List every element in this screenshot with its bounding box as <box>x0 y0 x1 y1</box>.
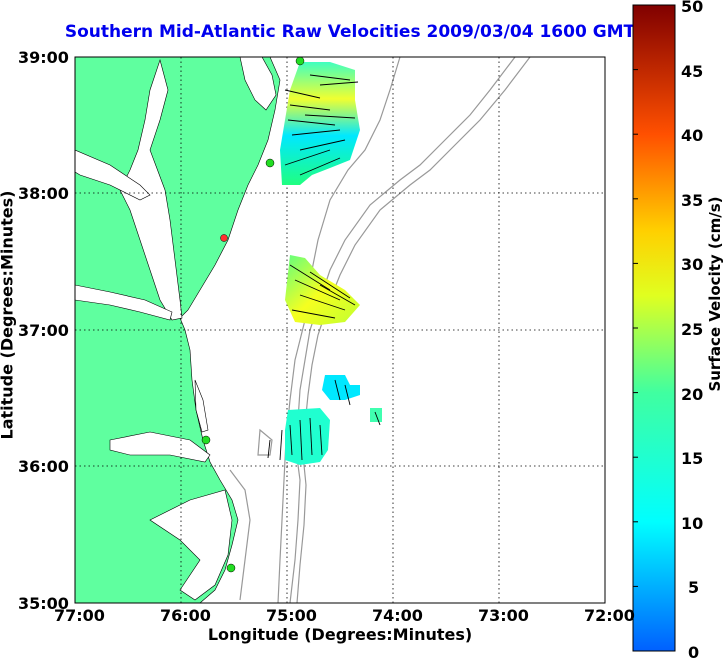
colorbar-ticks <box>633 69 638 587</box>
albemarle-sound <box>109 431 211 463</box>
colorbar-tick-label: 15 <box>681 449 704 468</box>
river-potomac <box>75 149 151 201</box>
river-james <box>75 284 173 321</box>
velocity-vectors <box>267 74 381 461</box>
x-tick-label: 75:00 <box>266 606 317 625</box>
colorbar-tick-label: 10 <box>681 514 704 533</box>
y-axis-label: Latitude (Degrees:Minutes) <box>0 190 17 440</box>
colorbar-tick-label: 45 <box>681 62 704 81</box>
y-tick-label: 36:00 <box>18 457 69 476</box>
station-marker-active[interactable] <box>220 234 228 242</box>
y-tick-label: 39:00 <box>18 48 69 67</box>
colorbar-tick-label: 20 <box>681 385 704 404</box>
velocity-field-hatteras-north <box>322 375 360 400</box>
colorbar-tick-label: 25 <box>681 320 704 339</box>
colorbar-tick-label: 0 <box>688 643 700 662</box>
colorbar-tick-label: 35 <box>681 191 704 210</box>
colorbar-label: Surface Velocity (cm/s) <box>706 196 724 392</box>
colorbar-tick-label: 50 <box>681 0 704 16</box>
x-axis-label: Longitude (Degrees:Minutes) <box>207 625 473 644</box>
y-tick-label: 37:00 <box>18 321 69 340</box>
station-marker[interactable] <box>295 56 305 66</box>
colorbar-tick-label: 30 <box>681 255 704 274</box>
x-tick-label: 76:00 <box>160 606 211 625</box>
x-tick-label: 74:00 <box>372 606 423 625</box>
currituck-sound <box>194 379 209 433</box>
map-frame <box>74 56 606 604</box>
x-tick-label: 77:00 <box>54 606 105 625</box>
station-marker[interactable] <box>226 563 236 573</box>
map-title: Southern Mid-Atlantic Raw Velocities 200… <box>64 22 636 42</box>
station-marker[interactable] <box>265 158 275 168</box>
radar-stations <box>201 56 305 573</box>
colorbar <box>632 4 676 652</box>
velocity-field-hatteras <box>285 408 330 465</box>
grid-lines <box>75 57 605 603</box>
colorbar-tick-label: 5 <box>688 578 700 597</box>
station-marker[interactable] <box>201 435 211 445</box>
velocity-field-virginia <box>285 255 360 325</box>
delaware-bay <box>239 57 277 111</box>
y-tick-label: 38:00 <box>18 184 69 203</box>
pamlico-sound <box>149 489 233 601</box>
y-tick-label: 35:00 <box>18 594 69 613</box>
colorbar-tick-label: 40 <box>681 126 704 145</box>
x-tick-label: 72:00 <box>584 606 635 625</box>
x-tick-label: 73:00 <box>478 606 529 625</box>
